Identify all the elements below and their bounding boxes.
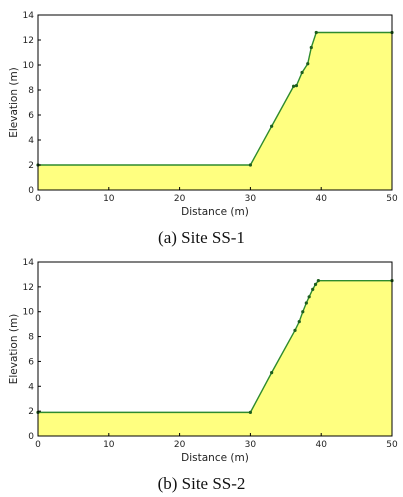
y-axis-label: Elevation (m) bbox=[8, 67, 20, 138]
y-tick-label: 12 bbox=[23, 36, 34, 46]
figure-site-ss2: 0 10 20 30 40 50 0 2 4 6 8 10 12 14 Distance (m) Elevat… bbox=[0, 252, 403, 497]
profile-point bbox=[270, 371, 274, 375]
plot-frame bbox=[37, 14, 393, 191]
x-tick-label: 10 bbox=[103, 440, 115, 450]
surface-profile-line bbox=[38, 31, 392, 166]
y-tick-label: 8 bbox=[28, 86, 34, 96]
x-tick-label: 30 bbox=[245, 194, 257, 204]
profile-point bbox=[297, 320, 301, 324]
profile-point bbox=[301, 310, 305, 314]
y-tick-label: 2 bbox=[28, 407, 34, 417]
profile-point bbox=[314, 30, 318, 35]
x-tick-label: 40 bbox=[315, 440, 327, 450]
profile-point bbox=[291, 84, 296, 88]
profile-point bbox=[248, 163, 252, 167]
y-tick-label: 10 bbox=[23, 61, 35, 71]
x-tick-label: 50 bbox=[386, 194, 398, 204]
x-tick-label: 0 bbox=[35, 194, 41, 204]
figure-site-ss1: 0 10 20 30 40 50 0 2 4 6 8 10 12 14 Distance (m) Elevat… bbox=[8, 11, 398, 247]
profile-point bbox=[313, 282, 318, 286]
figure-caption: (a) Site SS-1 bbox=[158, 228, 245, 247]
profile-point bbox=[311, 287, 315, 291]
profile-point bbox=[294, 84, 299, 88]
y-axis-label: Elevation (m) bbox=[8, 314, 20, 385]
x-tick-label: 10 bbox=[103, 194, 115, 204]
x-tick-label: 40 bbox=[315, 194, 327, 204]
x-axis-label: Distance (m) bbox=[181, 206, 249, 218]
profile-point bbox=[304, 301, 308, 305]
y-tick-label: 12 bbox=[23, 283, 34, 293]
profile-point bbox=[270, 124, 274, 128]
x-tick-label: 20 bbox=[174, 440, 186, 450]
profile-point bbox=[306, 62, 310, 66]
y-tick-label: 0 bbox=[28, 432, 34, 442]
y-tick-label: 10 bbox=[23, 308, 35, 318]
soil-area bbox=[38, 32, 392, 190]
y-tick-label: 0 bbox=[28, 186, 34, 196]
profile-point bbox=[300, 70, 304, 75]
chart-site-ss2: 0 10 20 30 40 50 0 2 4 6 8 10 12 14 Distance (m) Elevat… bbox=[8, 258, 398, 464]
y-tick-label: 2 bbox=[28, 161, 34, 171]
chart-site-ss1: 0 10 20 30 40 50 0 2 4 6 8 10 12 14 Distance (m) Elevat… bbox=[8, 11, 398, 218]
x-tick-label: 0 bbox=[35, 440, 41, 450]
profile-point bbox=[293, 328, 297, 332]
y-tick-label: 4 bbox=[28, 136, 34, 146]
y-tick-label: 4 bbox=[28, 382, 34, 392]
y-tick-label: 6 bbox=[28, 357, 34, 367]
y-tick-label: 14 bbox=[23, 258, 35, 268]
profile-point bbox=[248, 410, 252, 414]
x-tick-label: 20 bbox=[174, 194, 186, 204]
x-tick-label: 30 bbox=[245, 440, 257, 450]
profile-point bbox=[307, 295, 311, 299]
y-tick-label: 14 bbox=[23, 11, 35, 21]
y-tick-label: 6 bbox=[28, 111, 34, 121]
soil-area bbox=[38, 280, 392, 436]
profile-point bbox=[309, 45, 313, 50]
plot-frame bbox=[37, 261, 393, 437]
x-axis-label: Distance (m) bbox=[181, 452, 249, 464]
figure-caption: (b) Site SS-2 bbox=[157, 474, 246, 493]
y-tick-label: 8 bbox=[28, 333, 34, 343]
x-tick-label: 50 bbox=[386, 440, 398, 450]
profile-point bbox=[316, 279, 320, 283]
